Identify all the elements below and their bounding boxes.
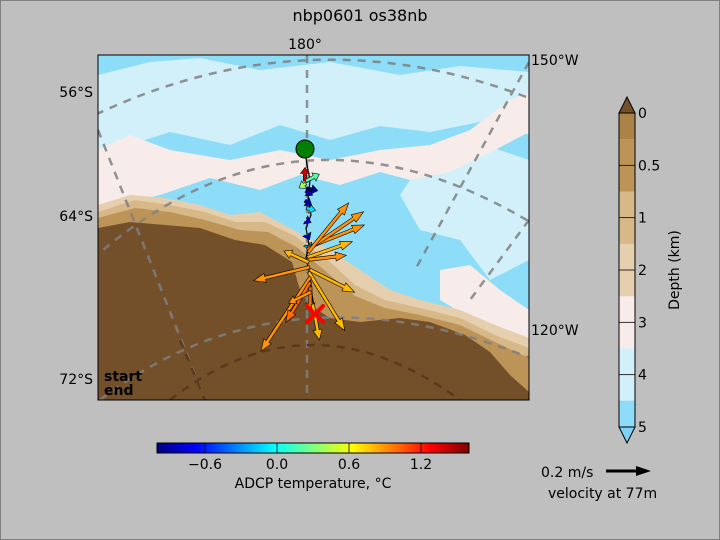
lat-label-56s: 56°S: [59, 85, 93, 101]
start-label: start: [104, 369, 142, 385]
depth-colorbar-segment: [619, 191, 635, 218]
depth-colorbar-tick-label: 0: [638, 106, 647, 122]
depth-colorbar-tick-label: 5: [638, 420, 647, 436]
temperature-colorbar-tick-label: −0.6: [188, 457, 222, 473]
velocity-vector: [306, 202, 350, 254]
velocity-vector: [260, 275, 313, 353]
graticule-over-land: [169, 339, 461, 400]
depth-colorbar-tick-label: 2: [638, 263, 647, 279]
temperature-colorbar-tick-label: 1.2: [410, 457, 432, 473]
ocean-band-4km: [98, 58, 529, 150]
depth-colorbar-segment: [619, 243, 635, 270]
start-marker: [295, 139, 315, 159]
map-panel: start end: [98, 55, 529, 400]
depth-colorbar-segment: [619, 322, 635, 349]
temperature-colorbar-label: ADCP temperature, °C: [235, 476, 392, 492]
temperature-colorbar: −0.6 0.0 0.6 1.2 ADCP temperature, °C: [156, 442, 470, 492]
velocity-vectors: [252, 167, 366, 353]
lon-label-120w: 120°W: [531, 323, 579, 339]
lon-label-180: 180°: [288, 37, 322, 53]
ocean-band-3km-east: [440, 265, 529, 345]
velocity-key: 0.2 m/s velocity at 77m: [541, 465, 657, 502]
velocity-vector: [283, 249, 310, 265]
velocity-vector: [288, 289, 313, 305]
depth-colorbar-segment: [619, 348, 635, 375]
velocity-vector: [285, 280, 313, 324]
velocity-vector: [304, 187, 313, 197]
end-label: end: [104, 383, 133, 399]
depth-colorbar-segment: [619, 296, 635, 323]
depth-colorbar-segment: [619, 139, 635, 166]
depth-colorbar: 0 0.5 1 2 3 4 5 Depth (km): [618, 95, 683, 445]
map-frame: [97, 54, 530, 401]
velocity-vector: [303, 197, 313, 206]
depth-colorbar-segment: [619, 165, 635, 192]
depth-colorbar-segment: [619, 374, 635, 401]
velocity-vector: [305, 203, 316, 214]
depth-colorbar-tick-label: 4: [638, 368, 647, 384]
velocity-vector: [305, 211, 365, 252]
depth-colorbar-tick-label: 3: [638, 315, 647, 331]
depth-colorbar-segment: [619, 217, 635, 244]
velocity-vector: [252, 265, 311, 283]
depth-colorbar-top-arrow: [618, 95, 636, 114]
depth-colorbar-tick-label: 0.5: [638, 158, 660, 174]
ship-track: [304, 149, 316, 313]
temperature-colorbar-tick-label: 0.6: [338, 457, 360, 473]
velocity-vector: [304, 172, 320, 183]
depth-colorbar-segment: [619, 400, 635, 427]
velocity-vector: [298, 180, 308, 189]
chart-title: nbp0601 os38nb: [292, 6, 427, 25]
depth-colorbar-label: Depth (km): [667, 230, 683, 310]
velocity-key-depth: velocity at 77m: [548, 486, 657, 502]
end-marker: [305, 304, 325, 324]
velocity-vector: [307, 251, 348, 262]
velocity-vector: [306, 241, 354, 260]
lon-label-150w: 150°W: [531, 53, 579, 69]
velocity-key-speed: 0.2 m/s: [541, 465, 593, 481]
depth-colorbar-tick-label: 1: [638, 211, 647, 227]
temperature-colorbar-tick-label: 0.0: [266, 457, 288, 473]
velocity-vector: [303, 215, 312, 225]
temperature-colorbar-gradient: [156, 442, 470, 454]
depth-colorbar-segment: [619, 113, 635, 140]
lat-label-72s: 72°S: [59, 372, 93, 388]
depth-colorbar-bottom-arrow: [618, 426, 636, 445]
lat-label-64s: 64°S: [59, 209, 93, 225]
velocity-vector: [302, 231, 312, 241]
velocity-vector: [308, 267, 356, 293]
depth-colorbar-segment: [619, 270, 635, 297]
velocity-vector: [307, 270, 346, 332]
